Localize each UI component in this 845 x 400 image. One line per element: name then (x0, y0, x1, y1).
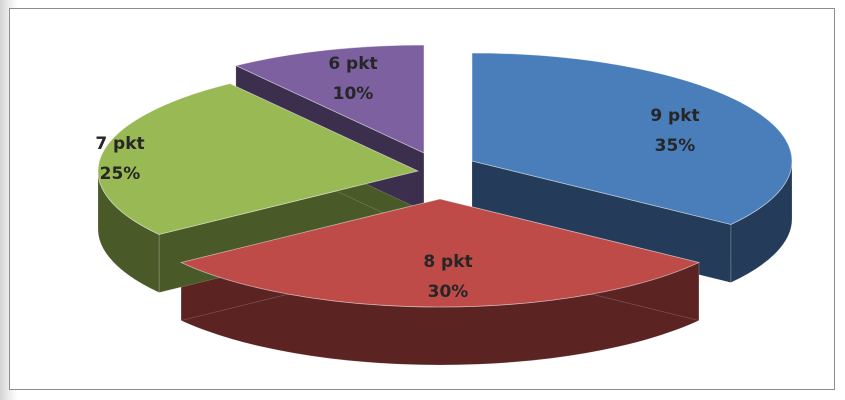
slice-percent-label: 25% (100, 164, 141, 184)
slice-category-label: 7 pkt (95, 134, 144, 154)
slice-percent-label: 30% (428, 282, 469, 302)
chart-area: 9 pkt 35% 8 pkt 30% 7 pkt 25% 6 pkt 10% (9, 8, 835, 390)
slice-category-label: 9 pkt (650, 106, 699, 126)
pie-labels: 9 pkt 35% 8 pkt 30% 7 pkt 25% 6 pkt 10% (95, 54, 699, 302)
slice-top-8-pkt (179, 198, 701, 308)
pie-tops (97, 44, 793, 308)
slice-top-6-pkt (234, 44, 425, 154)
slice-category-label: 8 pkt (423, 252, 472, 272)
pie-chart: 9 pkt 35% 8 pkt 30% 7 pkt 25% 6 pkt 10% (95, 44, 793, 366)
slice-percent-label: 10% (333, 84, 374, 104)
slice-top-9-pkt (471, 52, 793, 225)
slice-category-label: 6 pkt (328, 54, 377, 74)
slice-top-7-pkt (97, 83, 420, 235)
slice-percent-label: 35% (655, 136, 696, 156)
